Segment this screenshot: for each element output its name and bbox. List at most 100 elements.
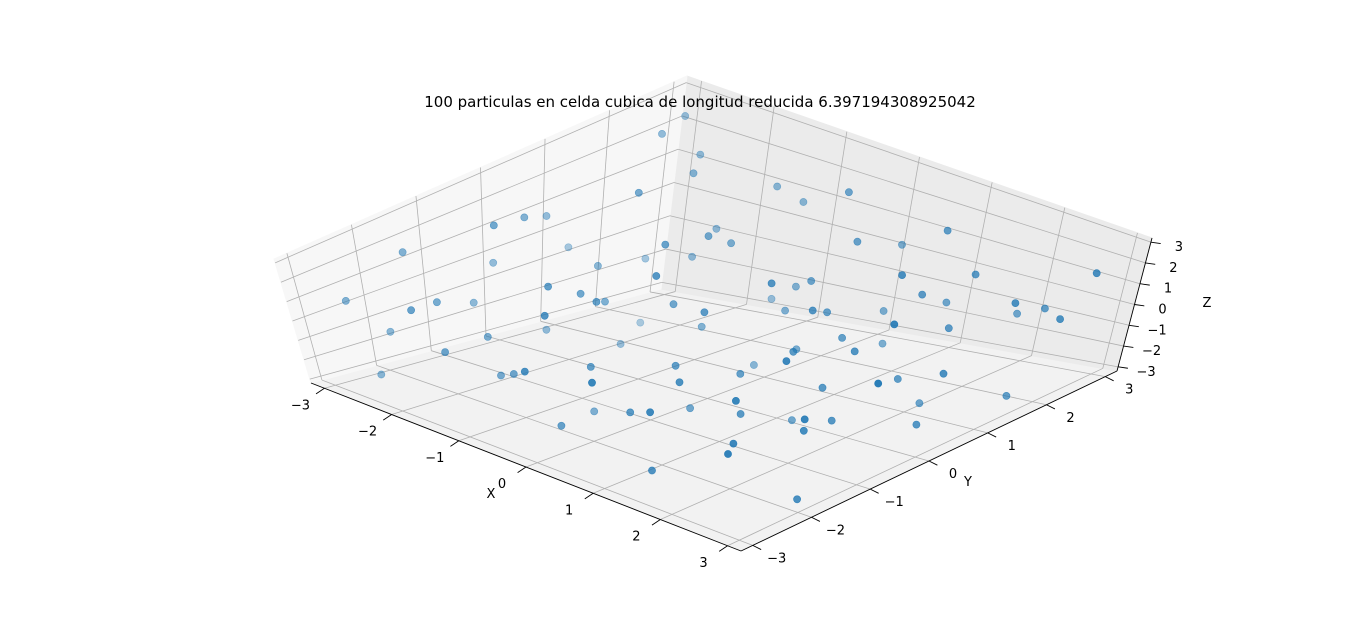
- particle-point: [819, 384, 826, 391]
- z-axis-label: Z: [1203, 296, 1212, 311]
- particle-point: [732, 397, 739, 404]
- y-tick-label: 3: [1125, 383, 1133, 398]
- y-tick-label: 2: [1066, 411, 1074, 426]
- particle-point: [809, 307, 816, 314]
- particle-point: [768, 295, 775, 302]
- y-tick-label: −2: [826, 523, 845, 538]
- particle-point: [682, 112, 689, 119]
- particle-point: [490, 259, 497, 266]
- particle-point: [521, 214, 528, 221]
- y-tick-label: −1: [885, 495, 904, 510]
- particle-point: [342, 297, 349, 304]
- particle-point: [387, 328, 394, 335]
- particle-point: [879, 340, 886, 347]
- particle-point: [750, 361, 757, 368]
- particle-point: [670, 301, 677, 308]
- particle-point: [433, 299, 440, 306]
- x-tick-label: −1: [425, 451, 444, 466]
- particle-point: [593, 298, 600, 305]
- particle-point: [800, 427, 807, 434]
- particle-point: [510, 370, 517, 377]
- x-tick-label: 2: [632, 530, 640, 545]
- x-tick-label: 3: [699, 556, 707, 571]
- particle-point: [601, 298, 608, 305]
- particle-point: [839, 334, 846, 341]
- particle-point: [577, 290, 584, 297]
- particle-point: [558, 422, 565, 429]
- particle-point: [891, 321, 898, 328]
- particle-point: [1041, 305, 1048, 312]
- particle-point: [894, 375, 901, 382]
- particle-point: [484, 333, 491, 340]
- particle-point: [737, 370, 744, 377]
- y-tick-label: 0: [949, 467, 957, 482]
- z-tick-label: −1: [1147, 323, 1166, 338]
- particle-point: [916, 400, 923, 407]
- particle-point: [687, 405, 694, 412]
- particle-point: [845, 189, 852, 196]
- particle-point: [697, 151, 704, 158]
- particle-point: [794, 496, 801, 503]
- particle-point: [1014, 310, 1021, 317]
- particle-point: [828, 417, 835, 424]
- particle-point: [591, 408, 598, 415]
- particle-point: [637, 319, 644, 326]
- particle-point: [497, 372, 504, 379]
- particle-point: [594, 262, 601, 269]
- particle-point: [792, 283, 799, 290]
- particle-point: [635, 189, 642, 196]
- z-tick-label: 2: [1169, 261, 1177, 276]
- particle-point: [1012, 300, 1019, 307]
- particle-point: [521, 368, 528, 375]
- particle-point: [658, 130, 665, 137]
- y-tick-label: −3: [767, 551, 786, 566]
- particle-point: [543, 326, 550, 333]
- x-tick-label: 0: [498, 477, 506, 492]
- x-tick-label: −2: [358, 425, 377, 440]
- particle-point: [642, 255, 649, 262]
- particle-point: [800, 198, 807, 205]
- particle-point: [545, 283, 552, 290]
- particle-point: [851, 348, 858, 355]
- particle-point: [1093, 270, 1100, 277]
- particle-point: [701, 309, 708, 316]
- particle-point: [689, 253, 696, 260]
- x-axis-label: X: [487, 487, 496, 502]
- particle-point: [875, 380, 882, 387]
- particle-point: [880, 307, 887, 314]
- z-tick-label: 0: [1158, 303, 1166, 318]
- particle-point: [672, 362, 679, 369]
- x-tick-label: −3: [291, 398, 310, 413]
- chart-title: 100 particulas en celda cubica de longit…: [424, 93, 976, 111]
- particle-point: [768, 280, 775, 287]
- particle-point: [690, 170, 697, 177]
- particle-point: [801, 416, 808, 423]
- particle-point: [945, 325, 952, 332]
- x-tick-label: 1: [565, 503, 573, 518]
- particle-point: [898, 241, 905, 248]
- particle-point: [1003, 392, 1010, 399]
- particle-point: [854, 238, 861, 245]
- particle-point: [662, 241, 669, 248]
- particle-point: [713, 225, 720, 232]
- particle-point: [442, 349, 449, 356]
- particle-point: [919, 291, 926, 298]
- particle-point: [899, 272, 906, 279]
- particle-point: [587, 363, 594, 370]
- particle-point: [378, 371, 385, 378]
- particle-point: [408, 307, 415, 314]
- y-axis-label: Y: [963, 475, 972, 490]
- particle-point: [705, 233, 712, 240]
- particle-point: [944, 227, 951, 234]
- particle-point: [774, 183, 781, 190]
- particle-point: [788, 417, 795, 424]
- particle-point: [647, 409, 654, 416]
- particle-point: [782, 307, 789, 314]
- particle-point: [617, 340, 624, 347]
- particle-point: [648, 467, 655, 474]
- particle-point: [543, 212, 550, 219]
- particle-point: [653, 272, 660, 279]
- particle-point: [940, 370, 947, 377]
- z-tick-label: −3: [1137, 365, 1156, 380]
- particle-point: [790, 348, 797, 355]
